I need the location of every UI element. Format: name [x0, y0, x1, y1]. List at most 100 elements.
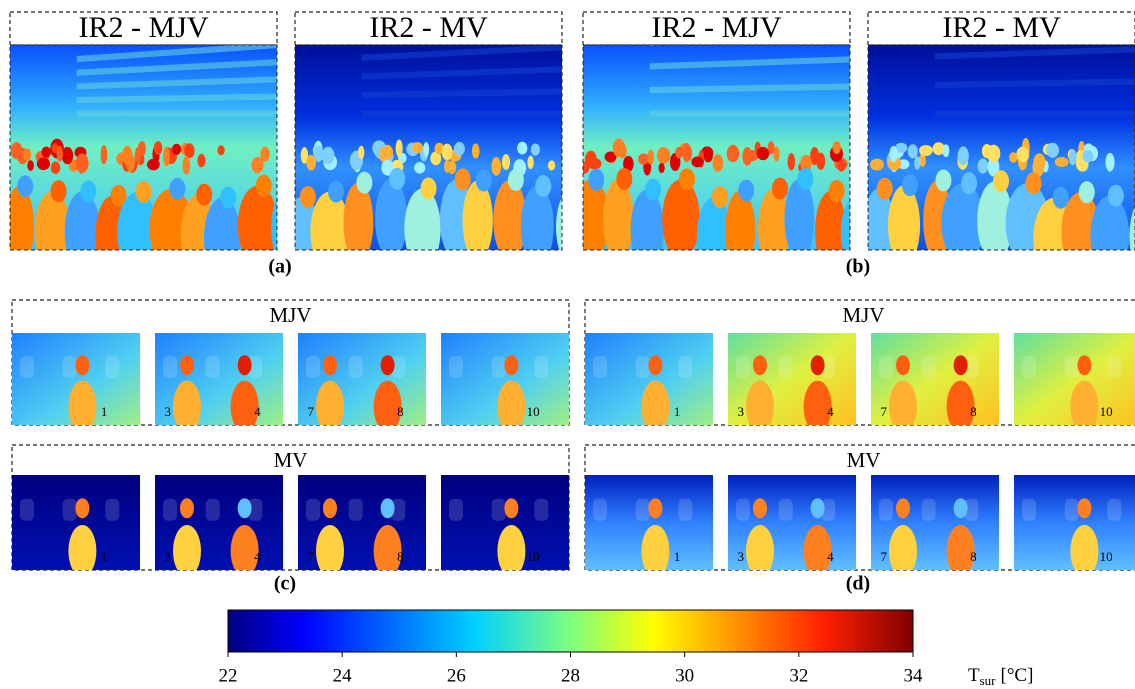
window — [306, 356, 320, 378]
mannequin-body — [68, 525, 97, 570]
head — [756, 146, 770, 161]
thermal-image — [871, 475, 999, 570]
thermal-image — [295, 45, 562, 250]
tick-label: 26 — [447, 665, 466, 686]
mannequin-body — [316, 380, 344, 425]
head — [638, 153, 649, 165]
image-title: IR2 - MJV — [78, 11, 208, 44]
head — [647, 149, 655, 165]
overhead-bin — [76, 45, 277, 63]
window — [678, 498, 693, 521]
seat — [784, 178, 815, 250]
window — [1107, 356, 1122, 378]
head — [395, 139, 403, 157]
tick-label: 22 — [219, 665, 238, 686]
window — [778, 356, 793, 378]
mannequin-body — [946, 380, 975, 425]
mannequin-head — [180, 355, 194, 376]
mannequin-head — [135, 181, 152, 204]
thermal-image — [585, 333, 713, 425]
head — [767, 141, 775, 155]
head — [1033, 153, 1046, 171]
head — [78, 160, 85, 174]
seat — [696, 197, 732, 250]
row-title: MJV — [842, 303, 884, 327]
overhead-bin — [361, 45, 562, 61]
head — [530, 143, 540, 156]
seat-number: 1 — [674, 549, 681, 564]
window — [449, 356, 463, 378]
head — [471, 143, 480, 159]
head — [441, 143, 453, 161]
head — [787, 153, 796, 171]
head — [587, 158, 602, 170]
mannequin-head — [389, 167, 406, 190]
seat-number: 1 — [101, 549, 108, 564]
overhead-bin — [361, 88, 562, 99]
panel-label: (c) — [274, 573, 296, 595]
window — [62, 498, 77, 521]
mannequin-body — [889, 380, 917, 425]
head — [134, 147, 141, 165]
window — [491, 498, 506, 521]
seat-number: 10 — [527, 549, 540, 564]
overhead-bin — [649, 55, 850, 70]
seat — [758, 188, 790, 250]
seat-number: 4 — [254, 549, 261, 564]
head — [23, 148, 32, 162]
tick-label: 30 — [675, 665, 694, 686]
head — [1054, 156, 1069, 167]
seat-number: 8 — [397, 549, 404, 564]
window — [736, 498, 750, 521]
head — [656, 146, 671, 164]
mannequin-head — [237, 355, 252, 376]
head — [153, 141, 163, 155]
mannequin-head — [1025, 172, 1042, 195]
head — [357, 145, 365, 160]
label-subscript: sur — [980, 673, 997, 688]
overhead-bin — [76, 93, 277, 104]
title-box — [9, 11, 278, 46]
window — [105, 356, 120, 378]
mannequin-head — [380, 498, 395, 519]
mannequin-head — [237, 498, 252, 519]
thermal-image — [728, 333, 856, 425]
mannequin-body — [746, 380, 774, 425]
mannequin-head — [454, 168, 471, 191]
thermal-image — [155, 333, 283, 425]
head — [987, 157, 1000, 177]
window — [1107, 498, 1122, 521]
seat — [34, 191, 71, 250]
head — [703, 150, 713, 163]
thermal-image — [10, 45, 277, 250]
mannequin-body — [316, 525, 344, 570]
seat-number: 10 — [1100, 404, 1113, 419]
window — [62, 356, 77, 378]
overhead-bin — [935, 0, 1135, 2]
seat — [203, 197, 241, 250]
head — [1068, 149, 1077, 166]
head — [800, 154, 812, 171]
head — [260, 146, 270, 162]
seat-number: 3 — [165, 549, 172, 564]
head — [1046, 142, 1060, 158]
mannequin-head — [771, 177, 788, 200]
head — [321, 146, 335, 165]
head — [378, 146, 390, 163]
window — [778, 498, 793, 521]
head — [977, 158, 989, 174]
thermal-image — [155, 475, 283, 570]
head — [411, 142, 423, 154]
head — [147, 158, 160, 171]
mannequin-body — [746, 525, 774, 570]
seat — [630, 189, 664, 250]
window — [921, 498, 936, 521]
window — [821, 498, 836, 521]
row-title: MJV — [269, 303, 311, 327]
window — [248, 356, 263, 378]
seat-number: 10 — [527, 404, 540, 419]
seat — [555, 197, 562, 250]
window — [879, 356, 893, 378]
head — [313, 145, 324, 163]
